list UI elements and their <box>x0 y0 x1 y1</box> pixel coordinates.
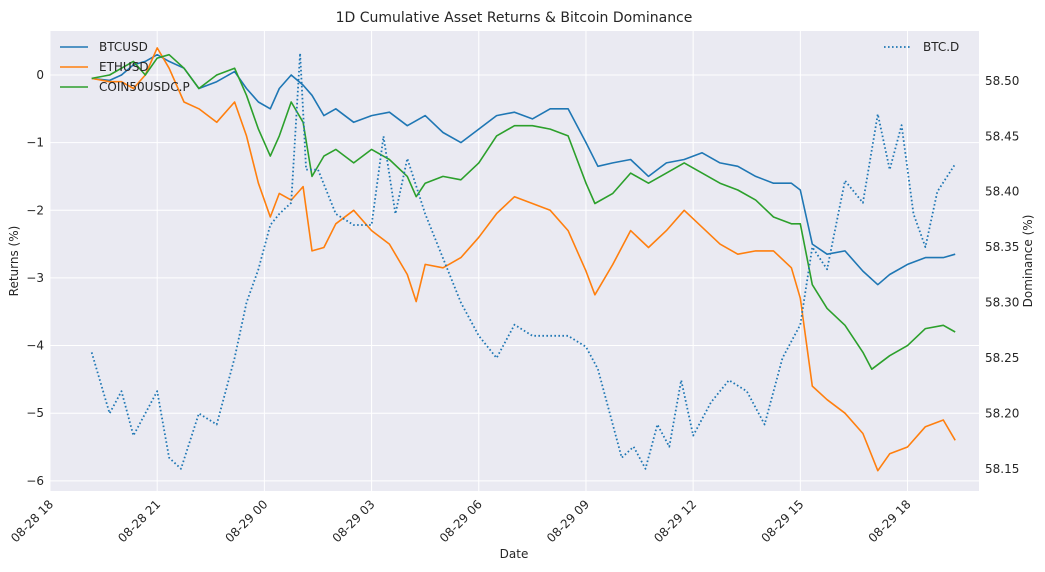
series-line-btcusd <box>91 53 956 286</box>
y-axis-right-label: Dominance (%) <box>1021 215 1035 308</box>
y-left-tick-label: −1 <box>26 136 44 150</box>
legend-label: BTCUSD <box>99 40 148 54</box>
grid-lines <box>49 31 979 491</box>
y-axis-left-label: Returns (%) <box>7 226 21 297</box>
series-layer <box>90 47 956 472</box>
y-left-tick-label: −5 <box>26 406 44 420</box>
y-left-tick-label: −3 <box>26 271 44 285</box>
y-left-tick-label: −2 <box>26 203 44 217</box>
y-left-tick-label: 0 <box>36 68 44 82</box>
y-right-tick-label: 58.35 <box>985 240 1019 254</box>
y-right-tick-label: 58.15 <box>985 462 1019 476</box>
y-right-tick-label: 58.40 <box>985 185 1019 199</box>
y-right-tick-label: 58.45 <box>985 129 1019 143</box>
series-line-coin50usdc-p <box>91 53 956 371</box>
plot-area <box>50 31 979 491</box>
x-axis-label: Date <box>500 547 529 561</box>
series-line-ethusd <box>91 47 956 472</box>
chart-title: 1D Cumulative Asset Returns & Bitcoin Do… <box>336 10 693 26</box>
legend-label: ETHUSD <box>99 60 149 74</box>
y-left-tick-label: −6 <box>26 474 44 488</box>
legend-layer: BTCUSD ETHUSD COIN50USDC.P BTC.D <box>60 40 959 94</box>
legend-label: BTC.D <box>923 40 959 54</box>
series-line-btc-d <box>90 52 956 470</box>
y-right-tick-label: 58.25 <box>985 351 1019 365</box>
y-left-tick-label: −4 <box>26 339 44 353</box>
y-right-tick-label: 58.20 <box>985 406 1019 420</box>
y-right-tick-label: 58.50 <box>985 74 1019 88</box>
y-right-tick-label: 58.30 <box>985 296 1019 310</box>
legend-label: COIN50USDC.P <box>99 80 190 94</box>
